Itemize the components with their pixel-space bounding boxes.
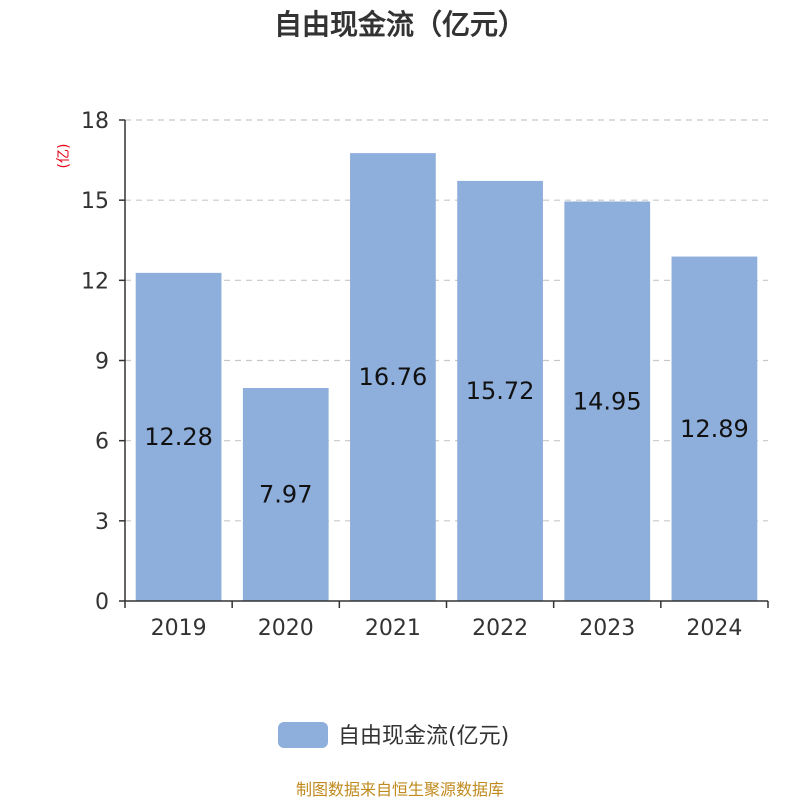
x-tick-label: 2019 — [151, 616, 207, 641]
y-tick-label: 6 — [95, 430, 109, 455]
x-tick-label: 2021 — [365, 616, 421, 641]
data-label: 7.97 — [259, 481, 312, 509]
y-tick-label: 3 — [95, 510, 109, 535]
bar-2022[interactable] — [457, 180, 543, 601]
source-note: 制图数据来自恒生聚源数据库 — [296, 780, 504, 799]
legend-label: 自由现金流(亿元) — [338, 724, 509, 749]
data-label: 16.76 — [359, 363, 428, 391]
y-tick-label: 0 — [95, 590, 109, 615]
y-tick-label: 15 — [81, 189, 109, 214]
data-label: 12.89 — [680, 415, 749, 443]
bar-2021[interactable] — [350, 153, 436, 601]
x-tick-label: 2020 — [258, 616, 314, 641]
gridlines — [125, 119, 768, 522]
bar-2020[interactable] — [242, 388, 329, 601]
x-tick-label: 2022 — [472, 616, 528, 641]
bar-2019[interactable] — [135, 272, 222, 601]
y-tick-label: 9 — [95, 350, 109, 375]
data-label: 14.95 — [573, 387, 642, 415]
legend[interactable]: 自由现金流(亿元) — [278, 722, 509, 749]
y-axis-unit-label: (亿) — [56, 144, 72, 169]
data-label: 12.28 — [144, 423, 213, 451]
y-tick-label: 12 — [81, 269, 109, 294]
x-tick-label: 2023 — [579, 616, 635, 641]
axes: 0 3 6 9 12 15 18 2019 2020 2021 2022 2023 2024 — [81, 109, 769, 641]
bar-2024[interactable] — [671, 256, 758, 601]
bars — [135, 153, 758, 601]
legend-swatch — [278, 722, 328, 748]
bar-2023[interactable] — [564, 201, 651, 601]
y-tick-label: 18 — [81, 109, 109, 134]
data-label: 15.72 — [466, 377, 535, 405]
data-labels: 12.28 7.97 16.76 15.72 14.95 12.89 — [144, 363, 749, 508]
chart-title: 自由现金流（亿元） — [274, 8, 526, 41]
x-tick-label: 2024 — [686, 616, 742, 641]
